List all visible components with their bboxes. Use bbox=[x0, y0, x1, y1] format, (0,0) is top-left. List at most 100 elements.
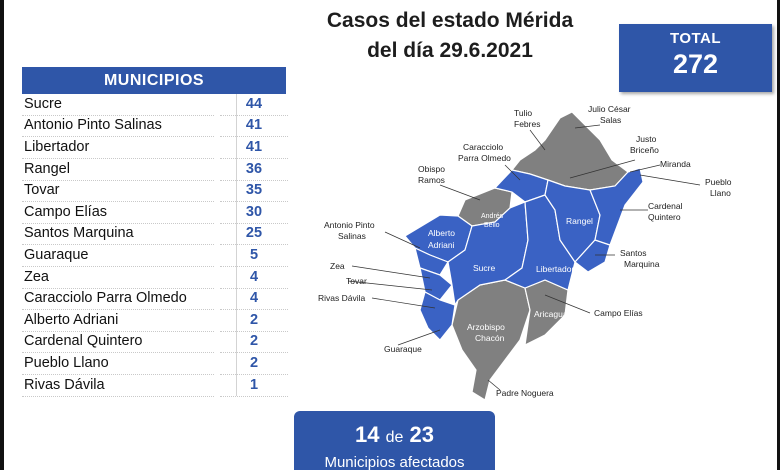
municipio-name: Rangel bbox=[22, 159, 214, 181]
municipio-name: Libertador bbox=[22, 137, 214, 159]
column-divider bbox=[236, 331, 237, 354]
label-arzobispo-2: Chacón bbox=[475, 333, 505, 343]
map-callout-lines bbox=[347, 124, 701, 391]
title-line-2: del día 29.6.2021 bbox=[367, 39, 533, 62]
label-andres-bello-2: Bello bbox=[484, 222, 500, 229]
table-row: Cardenal Quintero 2 bbox=[22, 331, 290, 354]
callout-caracciolo-2: Parra Olmedo bbox=[458, 153, 511, 163]
municipio-cases: 2 bbox=[220, 310, 288, 332]
municipio-cases: 41 bbox=[220, 115, 288, 138]
callout-julio-1: Julio César bbox=[588, 104, 631, 114]
municipio-name: Alberto Adriani bbox=[22, 310, 214, 332]
table-row: Alberto Adriani 2 bbox=[22, 309, 290, 332]
column-divider bbox=[236, 201, 237, 224]
callout-tulio-1: Tulio bbox=[514, 108, 532, 118]
callout-cardenal-2: Quintero bbox=[648, 212, 681, 222]
callout-pueblo-1: Pueblo bbox=[705, 177, 732, 187]
affected-label: Municipios afectados bbox=[324, 454, 465, 471]
municipio-name: Antonio Pinto Salinas bbox=[22, 115, 214, 138]
column-divider bbox=[236, 115, 237, 138]
table-row: Santos Marquina 25 bbox=[22, 223, 290, 246]
affected-count: 14 bbox=[354, 422, 380, 447]
affected-municipalities-box: 14 de 23 Municipios afectados bbox=[294, 411, 495, 471]
merida-map: Alberto Adriani Andrés Bello Sucre Range… bbox=[318, 104, 732, 401]
total-label: TOTAL bbox=[669, 30, 722, 47]
callout-obispo-1: Obispo bbox=[418, 164, 445, 174]
table-row: Zea 4 bbox=[22, 266, 290, 289]
municipio-cases: 25 bbox=[220, 223, 288, 246]
table-row: Guaraque 5 bbox=[22, 245, 290, 267]
total-cases-box: TOTAL 272 bbox=[619, 24, 772, 92]
label-arzobispo-1: Arzobispo bbox=[467, 322, 505, 332]
municipio-name: Cardenal Quintero bbox=[22, 331, 214, 354]
label-rangel: Rangel bbox=[566, 216, 593, 226]
callout-padre: Padre Noguera bbox=[496, 388, 554, 398]
table-header: MUNICIPIOS bbox=[22, 67, 286, 94]
table-row: Libertador 41 bbox=[22, 137, 290, 159]
affected-connector: de bbox=[385, 429, 404, 446]
label-andres-bello-1: Andrés bbox=[481, 213, 504, 220]
municipio-cases: 36 bbox=[220, 159, 288, 181]
column-divider bbox=[236, 374, 237, 397]
municipio-cases: 5 bbox=[220, 245, 288, 267]
map-inside-labels: Alberto Adriani Andrés Bello Sucre Range… bbox=[428, 213, 593, 343]
callout-antonio-1: Antonio Pinto bbox=[324, 220, 375, 230]
column-divider bbox=[236, 245, 237, 267]
total-value: 272 bbox=[672, 49, 719, 79]
callout-obispo-2: Ramos bbox=[418, 175, 445, 185]
title-line-1: Casos del estado Mérida bbox=[326, 9, 574, 32]
map-affected-regions bbox=[404, 167, 644, 341]
region-cardenal-quintero bbox=[589, 167, 644, 246]
page-title: Casos del estado Mérida del día 29.6.202… bbox=[250, 6, 650, 66]
label-sucre: Sucre bbox=[473, 263, 495, 273]
municipio-name: Zea bbox=[22, 267, 214, 289]
column-divider bbox=[236, 288, 237, 310]
municipio-name: Sucre bbox=[22, 94, 214, 116]
map-callout-labels: Tulio Febres Julio César Salas Caracciol… bbox=[318, 104, 732, 398]
municipio-cases: 4 bbox=[220, 267, 288, 289]
callout-justo-2: Briceño bbox=[630, 145, 659, 155]
region-rivas-davila-guaraque bbox=[419, 291, 456, 341]
municipio-cases: 4 bbox=[220, 288, 288, 311]
affected-total: 23 bbox=[409, 422, 434, 447]
callout-santos-2: Marquina bbox=[624, 259, 660, 269]
municipio-cases: 30 bbox=[220, 202, 288, 224]
column-divider bbox=[236, 266, 237, 289]
label-aricagua: Aricagua bbox=[534, 309, 568, 319]
region-zea-tovar bbox=[419, 267, 453, 301]
municipio-name: Rivas Dávila bbox=[22, 375, 214, 397]
municipio-name: Caracciolo Parra Olmedo bbox=[22, 288, 214, 311]
callout-miranda: Miranda bbox=[660, 159, 691, 169]
municipios-table: MUNICIPIOS Sucre 44 Antonio Pinto Salinas 4… bbox=[22, 67, 290, 397]
left-frame-border bbox=[0, 0, 4, 470]
municipio-cases: 1 bbox=[220, 375, 288, 397]
callout-cardenal-1: Cardenal bbox=[648, 201, 683, 211]
municipio-name: Tovar bbox=[22, 180, 214, 203]
callout-tovar: Tovar bbox=[346, 276, 367, 286]
callout-caracciolo-1: Caracciolo bbox=[463, 142, 503, 152]
municipio-name: Campo Elías bbox=[22, 202, 214, 224]
column-divider bbox=[236, 158, 237, 181]
column-divider bbox=[236, 137, 237, 159]
affected-count-line: 14 de 23 bbox=[294, 423, 495, 450]
municipio-name: Pueblo Llano bbox=[22, 353, 214, 375]
label-alberto-adriani-1: Alberto bbox=[428, 228, 455, 238]
column-divider bbox=[236, 309, 237, 332]
table-row: Tovar 35 bbox=[22, 180, 290, 203]
callout-guaraque: Guaraque bbox=[384, 344, 422, 354]
callout-pueblo-2: Llano bbox=[710, 188, 731, 198]
table-row: Sucre 44 bbox=[22, 94, 290, 116]
municipio-cases: 44 bbox=[220, 94, 288, 116]
label-alberto-adriani-2: Adriani bbox=[428, 240, 455, 250]
callout-rivas: Rivas Dávila bbox=[318, 293, 366, 303]
table-row: Antonio Pinto Salinas 41 bbox=[22, 115, 290, 138]
column-divider bbox=[236, 180, 237, 202]
municipio-name: Santos Marquina bbox=[22, 223, 214, 246]
callout-justo-1: Justo bbox=[636, 134, 657, 144]
region-santos-marquina bbox=[574, 239, 611, 273]
municipio-cases: 2 bbox=[220, 353, 288, 375]
right-frame-border bbox=[777, 0, 780, 470]
region-antonio-pinto-salinas bbox=[414, 246, 449, 276]
table-row: Caracciolo Parra Olmedo 4 bbox=[22, 288, 290, 311]
table-row: Pueblo Llano 2 bbox=[22, 353, 290, 375]
